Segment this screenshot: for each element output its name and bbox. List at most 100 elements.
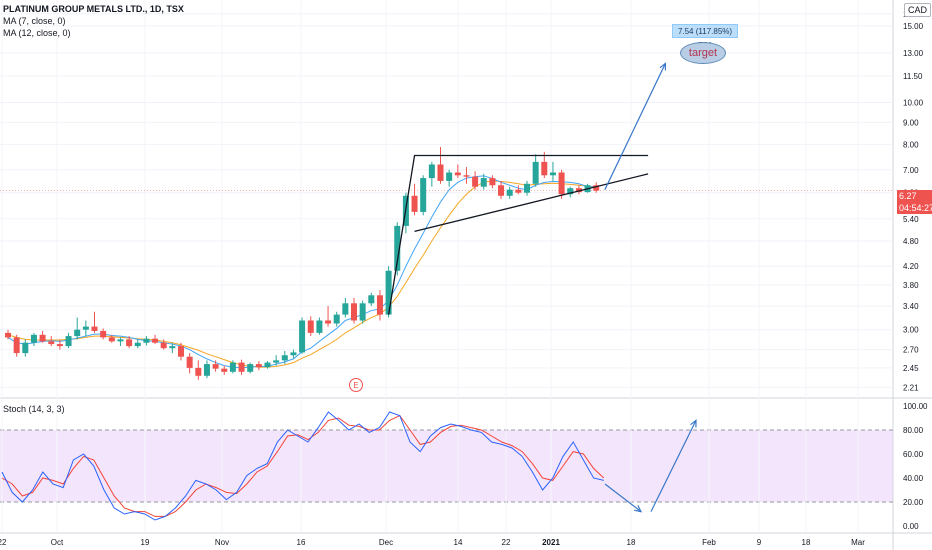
candle-body <box>549 172 556 176</box>
candle-body <box>299 320 306 353</box>
candle-body <box>5 332 11 338</box>
candle-body <box>255 364 262 368</box>
ma7-legend[interactable]: MA (7, close, 0) <box>3 16 66 26</box>
price-tick-label: 2.70 <box>903 346 919 355</box>
stoch-tick-label: 0.00 <box>903 522 919 531</box>
currency-label[interactable]: CAD <box>904 3 932 17</box>
candle-body <box>126 339 133 347</box>
candle-body <box>221 368 228 372</box>
price-tick-label: 10.00 <box>903 98 924 107</box>
candle-body <box>342 303 349 315</box>
time-tick-label: Dec <box>379 538 393 547</box>
price-tick-label: 7.00 <box>903 166 919 175</box>
candle-body <box>506 189 513 196</box>
candle-body <box>351 303 357 321</box>
price-tick-label: 13.00 <box>903 49 924 58</box>
candle-body <box>316 320 323 333</box>
stoch-d-line <box>1 414 605 517</box>
candle-body <box>515 189 522 193</box>
candle-body <box>82 326 89 330</box>
price-tick-label: 8.00 <box>903 141 919 150</box>
price-tick-label: 4.20 <box>903 262 919 271</box>
price-tick-label: 5.40 <box>903 215 919 224</box>
candle-body <box>91 326 98 331</box>
candle-body <box>411 195 418 212</box>
candle-body <box>532 161 539 184</box>
triangle-upper-line <box>387 154 649 315</box>
price-tick-label: 4.80 <box>903 237 919 246</box>
candle-body <box>117 339 124 342</box>
time-tick-label: 22 <box>502 538 511 547</box>
candle-body <box>359 303 366 321</box>
time-tick-label: 18 <box>627 538 636 547</box>
time-tick-label: 18 <box>802 538 811 547</box>
candle-body <box>376 295 383 315</box>
stoch-tick-label: 60.00 <box>903 450 924 459</box>
candle-body <box>567 188 574 195</box>
price-tick-label: 9.00 <box>903 118 919 127</box>
candle-body <box>325 320 332 324</box>
candle-body <box>48 341 55 345</box>
candle-body <box>575 188 582 193</box>
time-tick-label: 19 <box>141 538 150 547</box>
candle-body <box>65 336 72 347</box>
price-tick-label: 2.21 <box>903 383 919 392</box>
candle-body <box>178 346 184 357</box>
candle-body <box>100 330 107 338</box>
earnings-icon[interactable]: E <box>349 378 363 392</box>
stoch-tick-label: 80.00 <box>903 426 924 435</box>
candle-body <box>489 178 496 186</box>
candle-body <box>134 342 141 347</box>
candle-body <box>30 334 37 343</box>
price-tick-label: 3.40 <box>903 302 919 311</box>
stoch-legend[interactable]: Stoch (14, 3, 3) <box>3 404 65 414</box>
candle-body <box>169 346 176 349</box>
time-tick-label: 22 <box>0 538 7 547</box>
stoch-down-arrow <box>604 483 642 513</box>
candle-body <box>290 352 297 356</box>
candle-body <box>437 164 444 181</box>
candle-body <box>39 334 46 342</box>
candle-body <box>498 185 505 196</box>
price-tick-label: 3.80 <box>903 281 919 290</box>
stoch-tick-label: 40.00 <box>903 474 924 483</box>
stoch-tick-label: 20.00 <box>903 498 924 507</box>
time-tick-label: 2021 <box>542 538 560 547</box>
candle-body <box>480 178 487 187</box>
measure-label[interactable]: 7.54 (117.85%) 754 <box>672 24 738 50</box>
candle-body <box>524 183 530 193</box>
stoch-band <box>0 430 893 502</box>
stoch-up-arrow <box>650 420 697 512</box>
time-tick-label: Feb <box>702 538 716 547</box>
price-tick-label: 2.45 <box>903 364 919 373</box>
time-tick-label: 9 <box>757 538 762 547</box>
time-tick-label: Nov <box>215 538 229 547</box>
candle-body <box>186 356 193 368</box>
candle-body <box>203 364 210 376</box>
candle-body <box>13 337 20 354</box>
breakout-arrow-head <box>659 62 667 71</box>
candle-body <box>541 161 548 176</box>
candle-body <box>108 337 115 342</box>
candle-body <box>238 362 245 372</box>
candle-body <box>160 342 167 349</box>
candle-body <box>264 362 271 368</box>
ma12-legend[interactable]: MA (12, close, 0) <box>3 28 71 38</box>
candle-body <box>152 338 159 343</box>
candle-body <box>420 178 427 212</box>
candle-body <box>143 338 150 343</box>
chart-title: PLATINUM GROUP METALS LTD., 1D, TSX <box>3 4 184 14</box>
candle-body <box>428 164 435 179</box>
candle-body <box>281 355 288 361</box>
candle-body <box>307 320 314 333</box>
time-tick-label: Oct <box>51 538 64 547</box>
candle-body <box>56 344 63 347</box>
candle-body <box>385 270 392 315</box>
candle-body <box>273 360 280 363</box>
candle-body <box>463 175 470 177</box>
candle-body <box>394 225 401 271</box>
stoch-down-arrow-head <box>634 505 643 513</box>
candle-body <box>333 314 340 324</box>
target-callout[interactable]: target <box>680 42 726 64</box>
